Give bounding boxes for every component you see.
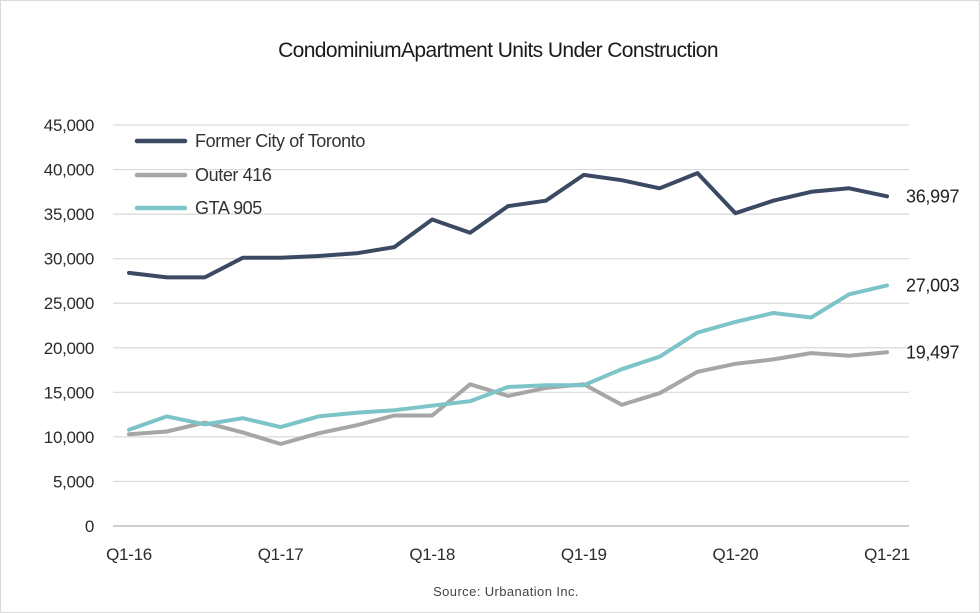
x-tick-label: Q1-20 [713, 545, 759, 564]
y-tick-label: 0 [85, 517, 94, 536]
x-tick-label: Q1-18 [409, 545, 455, 564]
x-axis: Q1-16 Q1-17 Q1-18 Q1-19 Q1-20 Q1-21 [106, 525, 910, 564]
y-axis: 0 5,000 10,000 15,000 20,000 25,000 30,000 35,0… [44, 116, 95, 536]
y-tick-label: 20,000 [44, 339, 94, 358]
x-tick-label: Q1-16 [106, 545, 152, 564]
x-tick-label: Q1-19 [561, 545, 607, 564]
series-line-2 [127, 350, 889, 446]
end-labels: 36,997 19,497 27,003 [906, 186, 960, 362]
series-line-1 [127, 171, 889, 280]
legend-label: GTA 905 [195, 198, 262, 218]
legend-label: Outer 416 [195, 165, 272, 185]
y-tick-label: 30,000 [44, 250, 94, 269]
x-tick-label: Q1-17 [258, 545, 304, 564]
y-tick-label: 35,000 [44, 205, 94, 224]
end-value-label: 36,997 [906, 186, 960, 206]
legend: Former City of Toronto Outer 416 GTA 905 [134, 131, 366, 218]
legend-label: Former City of Toronto [195, 131, 365, 151]
end-value-label: 27,003 [906, 275, 960, 295]
y-tick-label: 40,000 [44, 161, 94, 180]
y-tick-label: 5,000 [53, 472, 94, 491]
series-lines [127, 171, 889, 446]
y-tick-label: 25,000 [44, 294, 94, 313]
y-tick-label: 15,000 [44, 383, 94, 402]
end-value-label: 19,497 [906, 342, 960, 362]
y-tick-label: 10,000 [44, 428, 94, 447]
y-tick-label: 45,000 [44, 116, 94, 135]
source-note: Source: Urbanation Inc. [433, 584, 579, 599]
chart-title: CondominiumApartment Units Under Constru… [278, 39, 718, 62]
x-tick-label: Q1-21 [864, 545, 910, 564]
